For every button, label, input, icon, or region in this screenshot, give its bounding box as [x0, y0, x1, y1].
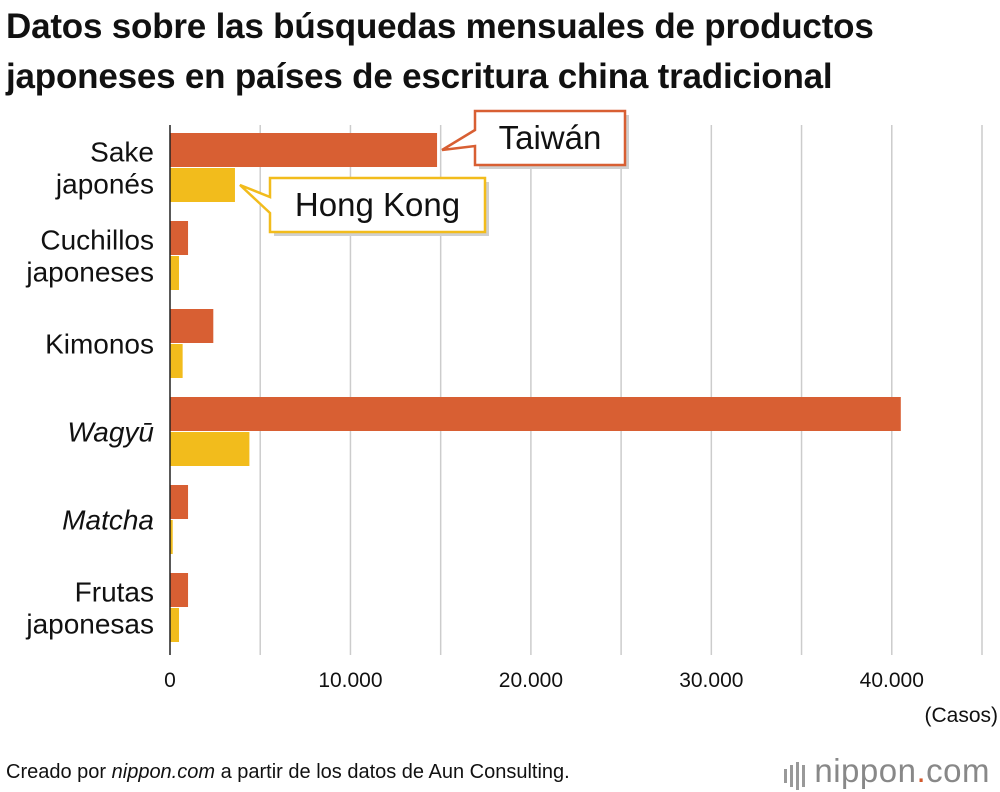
logo-bars-icon — [784, 754, 808, 792]
bar-hong-kong-6 — [170, 608, 180, 642]
logo-text-left: nippon — [814, 752, 917, 789]
bar-hong-kong-1 — [170, 168, 235, 202]
bar-hong-kong-5 — [170, 520, 173, 554]
bar-taiwan-2 — [170, 221, 189, 255]
category-label-line: japonés — [55, 169, 154, 200]
bar-taiwan-4 — [170, 397, 901, 431]
legend-callouts: Taiwán Hong Kong — [239, 109, 629, 236]
bar-chart: Sake japonés Cuchillos japoneses Kimonos Wagy… — [25, 109, 998, 727]
x-tick-labels: 0 10.000 20.000 30.000 40.000 — [164, 669, 924, 692]
bar-taiwan-1 — [170, 133, 438, 167]
bar-hong-kong-4 — [170, 432, 250, 466]
category-label-line: japoneses — [25, 257, 154, 288]
category-labels: Sake japonés Cuchillos japoneses Kimonos Wagy… — [25, 137, 154, 640]
category-label: Frutas japonesas — [25, 577, 154, 640]
category-label-line: Matcha — [62, 505, 154, 536]
source-prefix: Creado por — [6, 761, 112, 783]
x-tick-label: 0 — [164, 669, 176, 692]
category-label-line: japonesas — [25, 609, 154, 640]
bar-hong-kong-2 — [170, 256, 180, 290]
category-label-line: Wagyū — [67, 417, 154, 448]
category-label: Cuchillos japoneses — [25, 225, 154, 288]
source-site: nippon.com — [111, 761, 216, 783]
chart-title: Datos sobre las búsquedas mensuales de p… — [6, 7, 874, 96]
category-label-line: Sake — [90, 137, 154, 168]
x-axis-unit: (Casos) — [924, 704, 998, 727]
bar-taiwan-6 — [170, 573, 189, 607]
x-tick-label: 20.000 — [499, 669, 563, 692]
category-label: Wagyū — [67, 417, 154, 448]
category-label-line: Cuchillos — [40, 225, 154, 256]
category-label-line: Kimonos — [45, 329, 154, 360]
category-label: Kimonos — [45, 329, 154, 360]
callout-taiwan: Taiwán — [441, 109, 629, 169]
bar-taiwan-3 — [170, 309, 214, 343]
source-note: Creado por nippon.com a partir de los da… — [6, 761, 570, 784]
x-tick-label: 10.000 — [318, 669, 382, 692]
source-suffix: a partir de los datos de Aun Consulting. — [215, 761, 570, 783]
callout-box — [239, 176, 487, 234]
callout-hong-kong: Hong Kong — [239, 176, 489, 236]
bar-taiwan-5 — [170, 485, 189, 519]
bar-hong-kong-3 — [170, 344, 183, 378]
legend-label: Taiwán — [499, 119, 602, 156]
category-label: Sake japonés — [55, 137, 154, 200]
logo-text-right: com — [926, 752, 990, 789]
category-label-line: Frutas — [75, 577, 154, 608]
legend-label: Hong Kong — [295, 186, 460, 223]
category-label: Matcha — [62, 505, 154, 536]
logo-dot: . — [916, 752, 927, 789]
gridlines — [259, 125, 983, 655]
callout-box — [441, 109, 627, 167]
x-tick-label: 30.000 — [679, 669, 743, 692]
bars — [170, 133, 901, 642]
nippon-logo: nippon.com — [784, 752, 990, 792]
x-tick-label: 40.000 — [860, 669, 924, 692]
